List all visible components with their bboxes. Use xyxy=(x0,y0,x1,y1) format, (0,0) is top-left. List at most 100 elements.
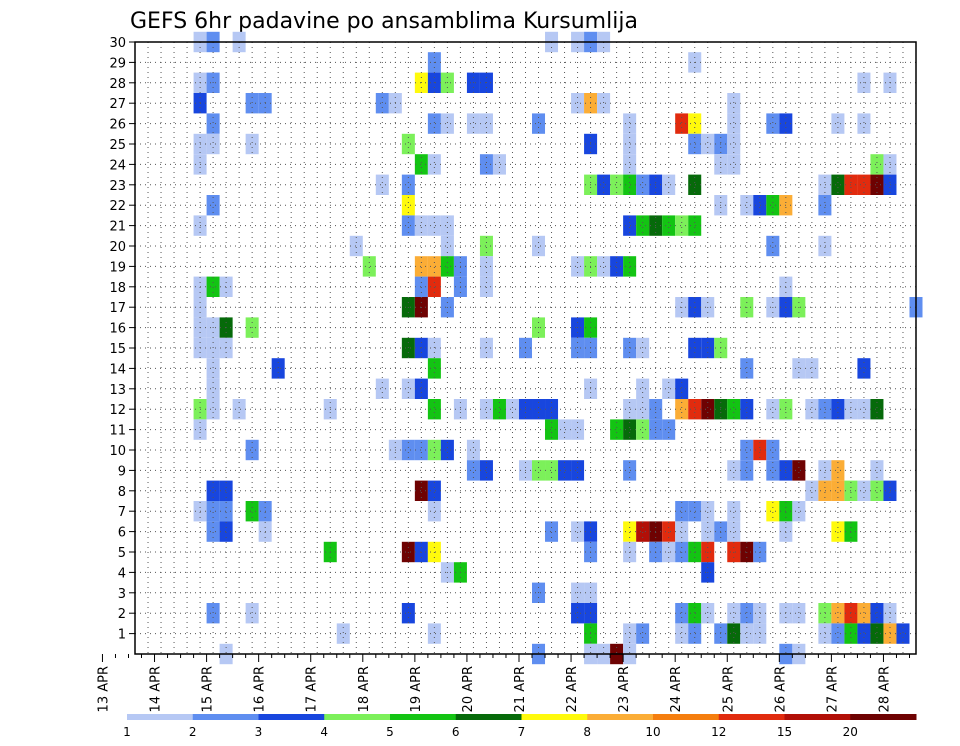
heatmap-cell xyxy=(479,399,493,420)
heatmap-cell xyxy=(766,113,780,134)
y-tick-label: 16 xyxy=(109,322,126,337)
axes: 1234567891011121314151617181920212223242… xyxy=(96,36,917,712)
heatmap-cell xyxy=(831,113,845,134)
heatmap-cell xyxy=(727,623,741,644)
heatmap-cell xyxy=(623,521,637,542)
y-tick-label: 1 xyxy=(118,628,126,643)
heatmap-cell xyxy=(492,399,506,420)
heatmap-cell xyxy=(740,460,754,481)
heatmap-cell xyxy=(427,439,441,461)
colorbar-tick-label: 20 xyxy=(843,725,858,739)
heatmap-cell xyxy=(245,93,259,114)
heatmap-cell xyxy=(883,174,897,195)
heatmap-cell xyxy=(479,276,493,297)
y-tick-label: 25 xyxy=(109,138,126,153)
heatmap-cell xyxy=(740,603,754,624)
x-tick-label: 14 APR xyxy=(149,666,164,712)
heatmap-cell xyxy=(766,460,780,481)
heatmap-cell xyxy=(636,521,650,542)
heatmap-cell xyxy=(857,399,871,420)
colorbar-tick-label: 12 xyxy=(711,725,726,739)
heatmap-cell xyxy=(610,419,624,440)
heatmap-cell xyxy=(766,235,780,257)
heatmap-cell xyxy=(753,623,767,644)
heatmap-cell xyxy=(597,256,611,277)
y-tick-label: 7 xyxy=(118,505,126,520)
y-tick-label: 4 xyxy=(118,566,126,581)
heatmap-cell xyxy=(440,215,454,236)
heatmap-cell xyxy=(870,399,884,420)
heatmap-cell xyxy=(206,378,220,399)
y-tick-label: 28 xyxy=(109,77,126,92)
heatmap-cell xyxy=(766,399,780,420)
heatmap-cell xyxy=(766,195,780,216)
heatmap-cell xyxy=(414,276,428,297)
colorbar-swatch xyxy=(653,714,720,720)
y-tick-label: 20 xyxy=(109,240,126,255)
heatmap-cell xyxy=(701,521,715,542)
heatmap-cell xyxy=(831,399,845,420)
heatmap-cell xyxy=(623,154,637,175)
x-tick-label: 22 APR xyxy=(565,666,580,712)
heatmap-cell xyxy=(688,113,702,134)
heatmap-cell xyxy=(375,93,389,114)
colorbar-swatch xyxy=(850,714,917,720)
heatmap-cell xyxy=(896,623,910,644)
x-tick-label: 21 APR xyxy=(513,666,528,712)
heatmap-cell xyxy=(688,174,702,195)
heatmap-cell xyxy=(414,480,428,501)
heatmap-cell xyxy=(532,235,546,257)
x-tick-label: 25 APR xyxy=(721,666,736,712)
heatmap-cell xyxy=(558,419,572,440)
heatmap-cell xyxy=(740,439,754,461)
y-tick-label: 8 xyxy=(118,485,126,500)
heatmap-cell xyxy=(727,133,741,155)
heatmap-cell xyxy=(427,623,441,644)
colorbar-tick-label: 4 xyxy=(320,725,328,739)
heatmap-cell xyxy=(427,256,441,277)
heatmap-cell xyxy=(740,358,754,379)
y-tick-label: 23 xyxy=(109,179,126,194)
x-tick-label: 19 APR xyxy=(409,666,424,712)
heatmap-cell xyxy=(206,480,220,501)
heatmap-cell xyxy=(440,113,454,134)
heatmap-cell xyxy=(427,358,441,379)
colorbar-tick-label: 2 xyxy=(189,725,197,739)
heatmap-cell xyxy=(245,439,259,461)
heatmap-cell xyxy=(636,215,650,236)
heatmap-cell xyxy=(610,256,624,277)
heatmap-cell xyxy=(245,133,259,155)
heatmap-cell xyxy=(206,358,220,379)
y-tick-label: 9 xyxy=(118,464,126,479)
y-tick-label: 29 xyxy=(109,56,126,71)
heatmap-cell xyxy=(740,399,754,420)
heatmap-cell xyxy=(414,215,428,236)
x-tick-label: 16 APR xyxy=(253,666,268,712)
heatmap-cell xyxy=(805,399,819,420)
heatmap-cell xyxy=(623,113,637,134)
heatmap-cell xyxy=(245,501,259,522)
colorbar-tick-label: 5 xyxy=(386,725,394,739)
heatmap-cell xyxy=(727,460,741,481)
x-tick-label: 20 APR xyxy=(461,666,476,712)
heatmap-cell xyxy=(401,439,415,461)
heatmap-cell xyxy=(427,215,441,236)
heatmap-cell xyxy=(545,419,559,440)
heatmap-cell xyxy=(636,399,650,420)
heatmap-cell xyxy=(571,603,585,624)
heatmap-cell xyxy=(727,154,741,175)
heatmap-cell xyxy=(870,603,884,624)
heatmap-cell xyxy=(479,235,493,257)
heatmap-cell xyxy=(818,623,832,644)
heatmap-cell xyxy=(427,154,441,175)
colorbar: 1 2 3 4 5 6 7 8 10 12 15 20 xyxy=(123,714,917,739)
heatmap-cell xyxy=(688,623,702,644)
y-tick-label: 15 xyxy=(109,342,126,357)
colorbar-swatch xyxy=(718,714,785,720)
heatmap-cell xyxy=(818,603,832,624)
heatmap-cell xyxy=(753,195,767,216)
heatmap-cell xyxy=(857,358,871,379)
heatmap-cell xyxy=(532,399,546,420)
heatmap-cell xyxy=(623,256,637,277)
heatmap-cell xyxy=(662,215,676,236)
